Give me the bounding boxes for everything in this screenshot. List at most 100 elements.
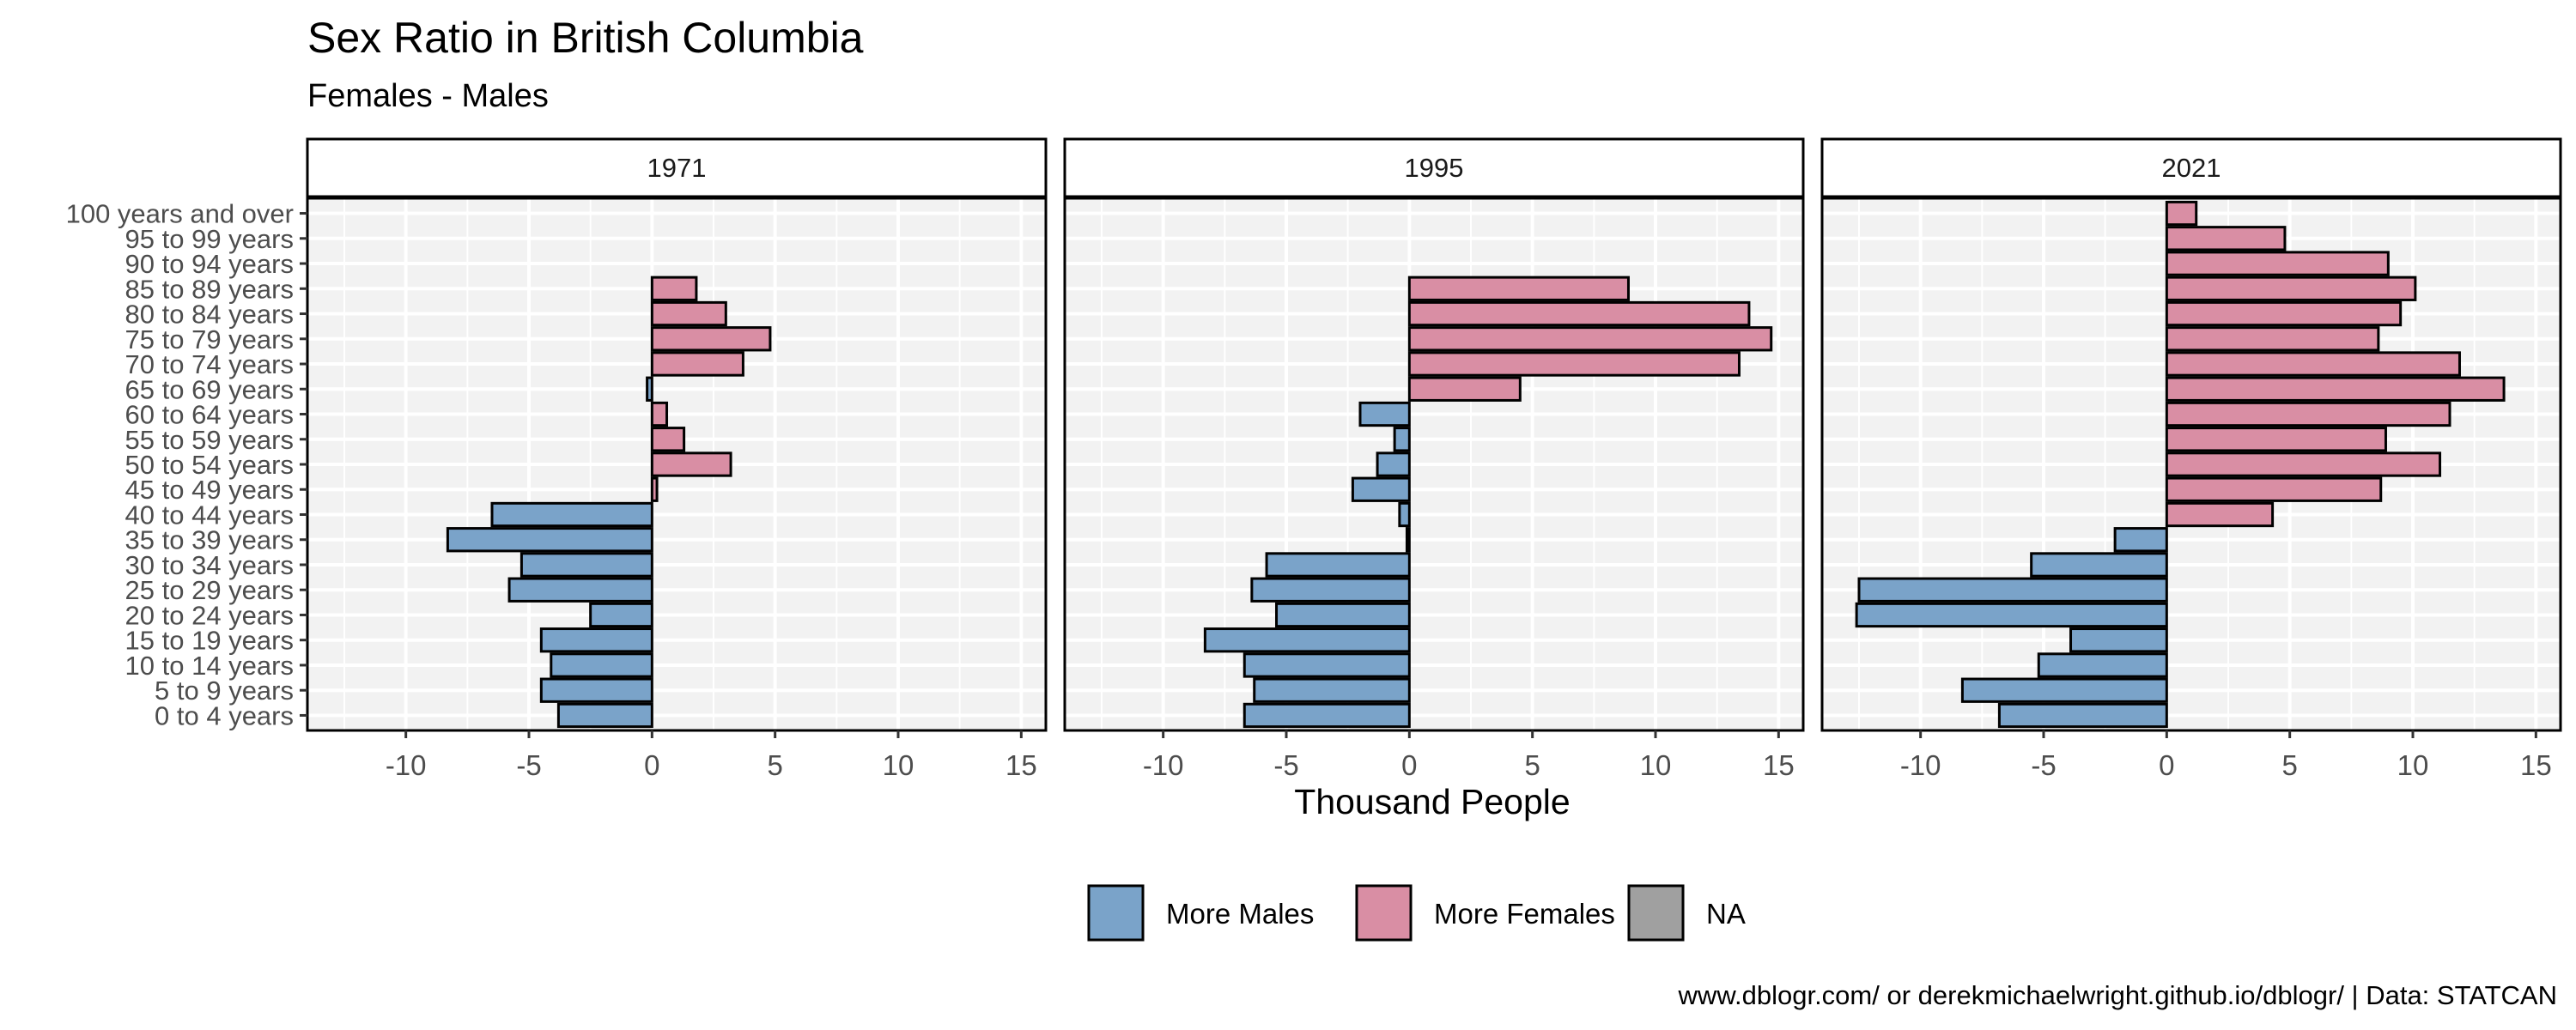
bar-2021-30-to-34-years [2030,552,2168,578]
x-tick-label: -5 [1273,749,1298,781]
x-tick-label: -10 [386,749,427,781]
y-tick-label: 15 to 19 years [125,626,294,656]
panel-border [1820,197,2562,732]
y-tick-label: 95 to 99 years [125,224,294,254]
y-tick-label: 5 to 9 years [155,676,294,706]
bar-2021-15-to-19-years [2069,627,2168,653]
bar-1971-45-to-49-years [650,476,659,502]
bar-1971-55-to-59-years [650,427,686,452]
bar-1971-85-to-89-years [650,276,698,301]
legend-label: More Males [1166,898,1314,930]
bar-1995-5-to-9-years [1253,677,1411,703]
bar-2021-85-to-89-years [2165,276,2417,301]
y-tick-label: 30 to 34 years [125,550,294,580]
x-tick-label: 15 [1763,749,1795,781]
bar-1995-75-to-79-years [1407,326,1773,352]
bar-1971-60-to-64-years [650,401,669,427]
bar-1971-70-to-74-years [650,351,744,377]
bar-2021-60-to-64-years [2165,401,2451,427]
bar-1995-80-to-84-years [1407,300,1751,327]
y-tick-label: 65 to 69 years [125,374,294,404]
legend-label: More Females [1434,898,1615,930]
facet-panel-2021: 2021 -10 -5 0 5 10 15 [1820,137,2562,781]
x-tick-label: 0 [644,749,659,781]
y-tick-label: 60 to 64 years [125,400,294,430]
x-tick-label: 0 [1401,749,1417,781]
bar-2021-25-to-29-years [1857,577,2168,603]
chart-caption: www.dblogr.com/ or derekmichaelwright.gi… [1678,980,2557,1010]
facet-panel-1995: 1995 -10 -5 0 5 10 15 [1063,137,1805,781]
bar-1995-35-to-39-years [1405,527,1411,553]
y-tick-label: 80 to 84 years [125,300,294,330]
bar-1971-25-to-29-years [507,577,653,603]
y-tick-label: 25 to 29 years [125,575,294,605]
facet-panel-1971: 1971 -10 -5 0 5 10 15 [306,137,1048,781]
y-tick-label: 20 to 24 years [125,600,294,630]
bar-1971-40-to-44-years [490,501,653,528]
x-tick-label: -10 [1143,749,1184,781]
x-tick-label: -5 [2031,749,2056,781]
x-tick-label: 15 [1005,749,1037,781]
facet-panels: 1971 -10 -5 0 5 10 15 1995 -10 -5 0 5 10 15 2021 -10 -5 0… [306,137,2562,781]
bar-1971-50-to-54-years [650,451,732,477]
facet-strip-label: 2021 [2162,153,2221,183]
facet-strip [1820,137,2562,198]
bar-2021-70-to-74-years [2165,351,2461,377]
bar-2021-20-to-24-years [1855,602,2168,628]
bar-1995-65-to-69-years [1407,376,1522,402]
bar-2021-100-years-and-over [2165,200,2198,227]
bar-1995-20-to-24-years [1275,602,1411,628]
y-tick-label: 40 to 44 years [125,500,294,530]
legend-key [1087,884,1145,942]
bar-1971-35-to-39-years [446,527,653,553]
bar-1995-70-to-74-years [1407,351,1741,377]
bar-1971-10-to-14-years [550,652,653,678]
bar-2021-95-to-99-years [2165,226,2287,251]
facet-strip-label: 1971 [647,153,707,183]
bar-1971-20-to-24-years [589,602,653,628]
x-tick-label: -5 [516,749,541,781]
facet-strip [1063,137,1805,198]
bar-2021-65-to-69-years [2165,376,2506,402]
bar-2021-80-to-84-years [2165,300,2403,327]
bar-1971-65-to-69-years [646,376,653,402]
x-axis-title: Thousand People [1294,782,1570,821]
bar-2021-50-to-54-years [2165,451,2442,477]
y-tick-label: 55 to 59 years [125,425,294,455]
y-tick-label: 75 to 79 years [125,324,294,354]
bar-2021-75-to-79-years [2165,326,2380,352]
y-tick-label: 50 to 54 years [125,450,294,480]
bar-1995-85-to-89-years [1407,276,1630,301]
bar-1995-10-to-14-years [1242,652,1411,678]
bar-1995-15-to-19-years [1203,627,1411,653]
bar-1995-0-to-4-years [1242,702,1411,729]
x-tick-label: 5 [767,749,782,781]
legend-key [1355,884,1413,942]
y-tick-label: 35 to 39 years [125,525,294,555]
x-tick-label: 15 [2520,749,2552,781]
y-tick-label: 0 to 4 years [155,700,294,730]
y-tick-label: 85 to 89 years [125,274,294,304]
x-tick-label: 10 [1640,749,1672,781]
y-tick-label: 45 to 49 years [125,475,294,505]
y-tick-label: 70 to 74 years [125,349,294,379]
chart-subtitle: Females - Males [307,78,549,114]
bar-1995-25-to-29-years [1250,577,1411,603]
bar-1995-40-to-44-years [1398,501,1411,528]
bar-1995-30-to-34-years [1265,552,1411,578]
x-tick-label: 0 [2159,749,2174,781]
bar-1995-50-to-54-years [1376,451,1411,477]
bar-2021-10-to-14-years [2037,652,2168,678]
bar-1971-80-to-84-years [650,300,727,327]
bar-1971-15-to-19-years [539,627,653,653]
chart-title: Sex Ratio in British Columbia [307,14,864,62]
bar-2021-5-to-9-years [1960,677,2168,703]
bar-1995-45-to-49-years [1351,476,1411,502]
bar-1995-55-to-59-years [1393,427,1411,452]
bar-1971-0-to-4-years [556,702,653,729]
bar-2021-45-to-49-years [2165,476,2383,502]
x-tick-label: 5 [2281,749,2297,781]
legend-label: NA [1706,898,1746,930]
x-tick-label: 10 [883,749,914,781]
